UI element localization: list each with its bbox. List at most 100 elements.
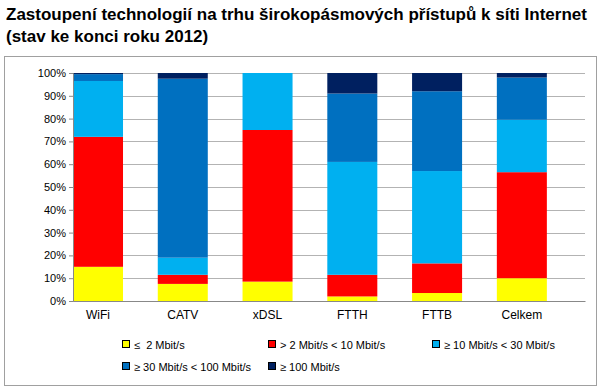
- y-tick: 40%: [44, 204, 73, 216]
- bar-segment: [412, 293, 462, 301]
- x-tick-label: Celkem: [502, 308, 543, 322]
- legend-swatch: [123, 363, 130, 370]
- y-tick: 80%: [44, 113, 73, 125]
- bar-segment: [73, 137, 123, 267]
- y-tick-mark: [69, 96, 73, 97]
- bar-segment: [158, 73, 208, 79]
- x-tick: FTTH: [337, 301, 368, 322]
- y-tick-mark: [69, 119, 73, 120]
- bar-segment: [73, 73, 123, 74]
- bar-segment: [158, 79, 208, 258]
- title-line: (stav ke konci roku 2012): [6, 27, 208, 46]
- x-tick: xDSL: [253, 301, 283, 322]
- legend-label: ≤ 2 Mbit/s: [134, 339, 185, 351]
- y-tick-label: 50%: [44, 181, 66, 193]
- y-tick-label: 30%: [44, 227, 66, 239]
- legend-item: ≥ 100 Mbit/s: [269, 361, 341, 373]
- bar-segment: [243, 73, 293, 74]
- bar-segment: [327, 162, 377, 275]
- y-tick: 0%: [50, 295, 73, 307]
- x-axis: WiFi CATV xDSL FTTH FTTB Celkem: [74, 301, 586, 322]
- legend-item: ≥ 30 Mbit/s < 100 Mbit/s: [123, 361, 252, 373]
- series: [73, 74, 547, 258]
- legend: ≤ 2 Mbit/s > 2 Mbit/s < 10 Mbit/s ≥ 10 Mbi…: [123, 339, 556, 373]
- bar-segment: [327, 94, 377, 162]
- legend-swatch: [269, 341, 276, 348]
- bar-segment: [497, 278, 547, 301]
- bar-segment: [158, 275, 208, 284]
- x-axis-line: [74, 301, 586, 302]
- y-tick-mark: [69, 164, 73, 165]
- grid: [73, 74, 585, 302]
- y-tick-label: 60%: [44, 158, 66, 170]
- bar-segment: [412, 73, 462, 91]
- bars: [73, 73, 547, 301]
- chart-frame: [5, 57, 597, 386]
- legend-label: ≥ 10 Mbit/s < 30 Mbit/s: [444, 339, 555, 351]
- x-tick: CATV: [167, 301, 198, 322]
- bar-segment: [412, 263, 462, 293]
- series: [73, 130, 547, 296]
- series: [73, 73, 547, 94]
- x-tick-label: FTTB: [422, 308, 452, 322]
- x-tick-label: WiFi: [86, 308, 110, 322]
- bar-segment: [158, 284, 208, 301]
- y-tick-label: 0%: [50, 295, 66, 307]
- chart: Zastoupení technologií na trhu širokopás…: [0, 0, 602, 391]
- bar-segment: [497, 120, 547, 172]
- legend-swatch: [433, 341, 440, 348]
- y-axis: 0% 10% 20% 30% 40% 50% 60% 70% 80% 90% 100%: [38, 67, 74, 307]
- y-tick-mark: [69, 301, 73, 302]
- x-tick: FTTB: [422, 301, 452, 322]
- bar-segment: [412, 91, 462, 171]
- bar-segment: [73, 81, 123, 137]
- y-tick-label: 10%: [44, 272, 66, 284]
- bar-segment: [412, 171, 462, 263]
- x-tick-label: FTTH: [337, 308, 368, 322]
- title: Zastoupení technologií na trhu širokopás…: [6, 5, 587, 46]
- y-tick-mark: [69, 210, 73, 211]
- x-tick: WiFi: [86, 301, 110, 322]
- x-tick-label: xDSL: [253, 308, 283, 322]
- legend-item: > 2 Mbit/s < 10 Mbit/s: [269, 339, 386, 351]
- bar-segment: [327, 73, 377, 94]
- legend-label: ≥ 100 Mbit/s: [280, 361, 340, 373]
- y-tick-label: 90%: [44, 90, 66, 102]
- y-tick-mark: [69, 187, 73, 188]
- x-tick: Celkem: [502, 301, 543, 322]
- legend-swatch: [123, 341, 130, 348]
- y-tick-mark: [69, 278, 73, 279]
- legend-swatch: [269, 363, 276, 370]
- bar-segment: [73, 267, 123, 301]
- bar-segment: [497, 73, 547, 78]
- y-tick-mark: [69, 141, 73, 142]
- legend-label: > 2 Mbit/s < 10 Mbit/s: [280, 339, 386, 351]
- bar-segment: [243, 282, 293, 301]
- y-tick-label: 80%: [44, 113, 66, 125]
- y-tick: 60%: [44, 158, 73, 170]
- y-tick-mark: [69, 233, 73, 234]
- y-tick: 10%: [44, 272, 73, 284]
- y-tick-label: 40%: [44, 204, 66, 216]
- bar-segment: [327, 296, 377, 301]
- bar-segment: [327, 275, 377, 297]
- y-tick-label: 70%: [44, 135, 66, 147]
- x-tick-label: CATV: [167, 308, 198, 322]
- y-tick-mark: [69, 73, 73, 74]
- y-tick: 50%: [44, 181, 73, 193]
- bar-segment: [158, 258, 208, 275]
- bar-segment: [243, 130, 293, 282]
- title-line: Zastoupení technologií na trhu širokopás…: [6, 5, 587, 24]
- y-tick-mark: [69, 255, 73, 256]
- y-tick-label: 100%: [38, 67, 66, 79]
- series: [73, 267, 547, 301]
- bar-segment: [497, 172, 547, 278]
- y-tick: 90%: [44, 90, 73, 102]
- y-tick-label: 20%: [44, 249, 66, 261]
- legend-item: ≤ 2 Mbit/s: [123, 339, 186, 351]
- y-tick: 70%: [44, 135, 73, 147]
- grid-line: [73, 301, 585, 302]
- legend-label: ≥ 30 Mbit/s < 100 Mbit/s: [134, 361, 252, 373]
- bar-segment: [497, 78, 547, 120]
- bar-segment: [73, 74, 123, 81]
